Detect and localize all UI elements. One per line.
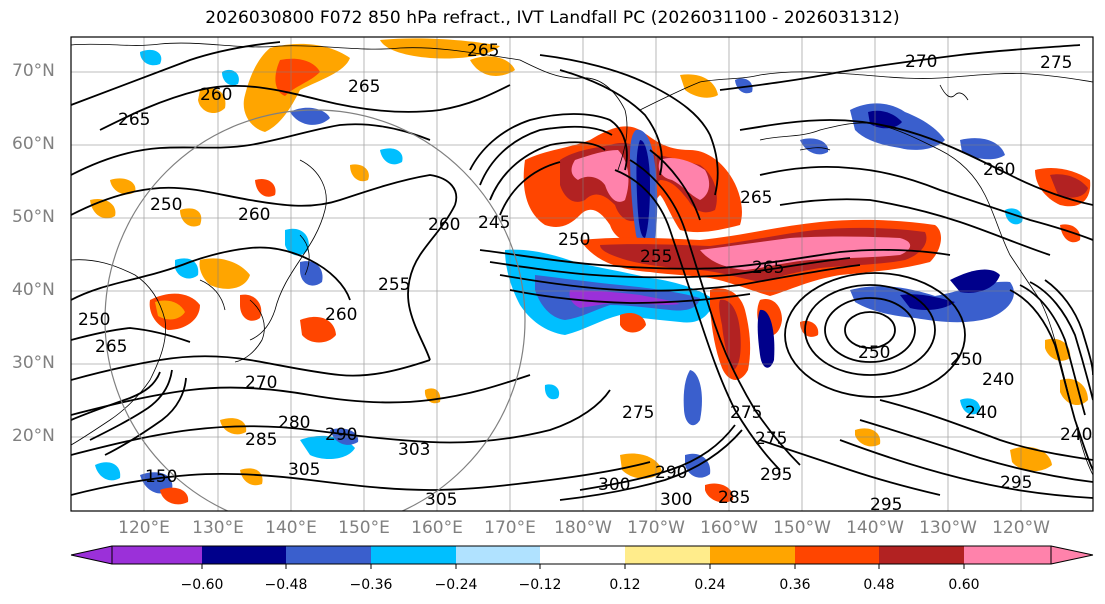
- contour-label: 295: [1000, 473, 1032, 493]
- contour-label: 260: [428, 215, 460, 235]
- lon-label: 120°E: [118, 518, 170, 538]
- lon-label: 160°E: [411, 518, 463, 538]
- colorbar: [70, 545, 1094, 569]
- contour-label: 240: [1060, 425, 1092, 445]
- colorbar-segment: [540, 546, 625, 564]
- colorbar-segment: [456, 546, 540, 564]
- contour-label: 280: [278, 413, 310, 433]
- contour-lines: [71, 41, 1093, 501]
- colorbar-segment: [879, 546, 964, 564]
- contour-label: 285: [718, 488, 750, 508]
- colorbar-tick-label: −0.60: [180, 577, 224, 593]
- contour-label: 245: [478, 213, 510, 233]
- contour-label-layer: 265 270 275 260 265 265 245 255 260 260 …: [78, 41, 1092, 515]
- reference-circle: [104, 109, 526, 511]
- lon-label: 160°W: [700, 518, 758, 538]
- colorbar-extend-min: [71, 546, 112, 564]
- lon-label: 170°W: [627, 518, 685, 538]
- lon-label: 130°W: [919, 518, 977, 538]
- contour-label: 300: [660, 490, 692, 510]
- lat-label: 30°N: [12, 353, 55, 373]
- contour-label: 250: [150, 195, 182, 215]
- lat-label: 40°N: [12, 280, 55, 300]
- lon-label: 180°W: [554, 518, 612, 538]
- contour-label: 250: [858, 343, 890, 363]
- map-frame: [70, 36, 1094, 512]
- colorbar-segment: [202, 546, 286, 564]
- contour-label: 303: [398, 440, 430, 460]
- lat-label: 70°N: [12, 61, 55, 81]
- contour-label: 290: [655, 463, 687, 483]
- colorbar-tick-label: 0.24: [694, 577, 726, 593]
- contour-label: 265: [752, 258, 784, 278]
- contour-label: 290: [325, 425, 357, 445]
- contour-label: 250: [558, 230, 590, 250]
- colorbar-tick-label: −0.24: [434, 577, 478, 593]
- colorbar-segment: [625, 546, 710, 564]
- colorbar-tick-label: 0.60: [948, 577, 980, 593]
- colorbar-tick-label: 0.36: [779, 577, 811, 593]
- contour-label: 265: [740, 188, 772, 208]
- colorbar-tick-label: 0.12: [609, 577, 641, 593]
- lat-label: 60°N: [12, 134, 55, 154]
- coastlines: [71, 42, 1093, 476]
- colorbar-segment: [371, 546, 456, 564]
- contour-label: 275: [730, 403, 762, 423]
- lon-label: 120°W: [992, 518, 1050, 538]
- contour-label: 265: [467, 41, 499, 61]
- contour-label: 260: [983, 160, 1015, 180]
- contour-label: 150: [145, 467, 177, 487]
- contour-label: 240: [965, 403, 997, 423]
- contour-label: 260: [238, 205, 270, 225]
- colorbar-segment: [286, 546, 371, 564]
- lon-label: 140°E: [265, 518, 317, 538]
- colorbar-tick-label: −0.12: [518, 577, 562, 593]
- contour-label: 305: [288, 460, 320, 480]
- contour-label: 275: [1040, 53, 1072, 73]
- colorbar-segment: [964, 546, 1051, 564]
- contour-label: 250: [78, 310, 110, 330]
- colorbar-tick-label: 0.48: [863, 577, 895, 593]
- contour-label: 285: [245, 430, 277, 450]
- lat-label: 20°N: [12, 426, 55, 446]
- contour-label: 275: [755, 429, 787, 449]
- contour-label: 265: [95, 337, 127, 357]
- contour-label: 255: [640, 247, 672, 267]
- lon-label: 140°W: [846, 518, 904, 538]
- colorbar-extend-max: [1051, 546, 1093, 564]
- lat-label: 50°N: [12, 207, 55, 227]
- contour-label: 260: [200, 85, 232, 105]
- colorbar-tick-label: −0.48: [264, 577, 308, 593]
- contour-label: 250: [950, 350, 982, 370]
- colorbar-tick-label: −0.36: [349, 577, 393, 593]
- colorbar-segment: [112, 546, 202, 564]
- lon-label: 150°E: [338, 518, 390, 538]
- lon-label: 150°W: [773, 518, 831, 538]
- lon-label: 130°E: [192, 518, 244, 538]
- contour-label: 295: [760, 465, 792, 485]
- contour-label: 300: [598, 475, 630, 495]
- contour-label: 305: [425, 490, 457, 510]
- contour-label: 265: [348, 77, 380, 97]
- contour-label: 255: [378, 275, 410, 295]
- page-title: 2026030800 F072 850 hPa refract., IVT La…: [205, 8, 900, 28]
- lon-label: 170°E: [484, 518, 536, 538]
- contour-label: 275: [622, 403, 654, 423]
- colorbar-segment: [710, 546, 795, 564]
- contour-label: 295: [870, 495, 902, 515]
- contour-label: 260: [325, 305, 357, 325]
- map-content: 265 270 275 260 265 265 245 255 260 260 …: [71, 37, 1093, 515]
- colorbar-segment: [795, 546, 879, 564]
- contour-label: 240: [982, 370, 1014, 390]
- contour-label: 270: [905, 52, 937, 72]
- contour-label: 265: [118, 110, 150, 130]
- contour-label: 270: [245, 373, 277, 393]
